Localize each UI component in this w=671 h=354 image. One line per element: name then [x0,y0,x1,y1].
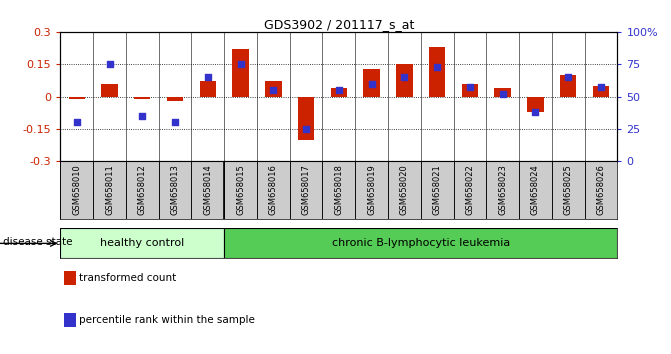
Text: chronic B-lymphocytic leukemia: chronic B-lymphocytic leukemia [331,238,510,249]
Bar [224,228,617,258]
Text: GSM658012: GSM658012 [138,164,147,215]
Bar [355,161,388,219]
Bar [519,161,552,219]
Text: GSM658016: GSM658016 [269,164,278,215]
Text: healthy control: healthy control [100,238,185,249]
Bar [60,228,224,258]
Bar [298,97,314,140]
Point [268,87,278,93]
Bar [232,49,249,97]
Text: GSM658020: GSM658020 [400,164,409,215]
Point [203,74,213,80]
Bar [68,97,85,99]
Bar [495,88,511,97]
Text: GSM658015: GSM658015 [236,164,245,215]
Text: percentile rank within the sample: percentile rank within the sample [79,315,255,325]
Text: GSM658024: GSM658024 [531,164,540,215]
Text: GSM658021: GSM658021 [433,164,442,215]
Bar [200,81,216,97]
Bar [364,69,380,97]
Bar [93,161,126,219]
Bar [462,84,478,97]
Point [563,74,574,80]
Point [137,113,148,119]
Bar [101,84,117,97]
Bar [191,161,224,219]
Bar [167,97,183,101]
Point [71,120,82,125]
Point [366,81,377,86]
Bar [421,161,454,219]
Bar [429,47,446,97]
Text: GSM658010: GSM658010 [72,164,81,215]
Bar [60,161,93,219]
Bar [396,64,413,97]
Text: GSM658018: GSM658018 [334,164,344,215]
Text: GSM658019: GSM658019 [367,164,376,215]
Bar [486,161,519,219]
Bar [265,81,282,97]
Bar [224,161,257,219]
Point [170,120,180,125]
Point [464,85,475,90]
Bar [454,161,486,219]
Bar [552,161,584,219]
Bar [323,161,355,219]
Bar [126,161,158,219]
Text: GSM658013: GSM658013 [170,164,180,215]
Bar [158,161,191,219]
Bar [134,97,150,99]
Bar [560,75,576,97]
Point [333,87,344,93]
Point [104,61,115,67]
Text: GSM658026: GSM658026 [597,164,605,215]
Bar [257,161,290,219]
Text: disease state: disease state [3,238,73,247]
Point [431,64,442,70]
Text: GSM658017: GSM658017 [301,164,311,215]
Text: transformed count: transformed count [79,273,176,283]
Point [530,109,541,115]
Bar [290,161,323,219]
Bar [592,86,609,97]
Bar [584,161,617,219]
Point [236,61,246,67]
Bar [331,88,347,97]
Text: GSM658014: GSM658014 [203,164,212,215]
Title: GDS3902 / 201117_s_at: GDS3902 / 201117_s_at [264,18,414,31]
Text: GSM658025: GSM658025 [564,164,572,215]
Text: GSM658023: GSM658023 [498,164,507,215]
Point [497,91,508,97]
Text: GSM658011: GSM658011 [105,164,114,215]
Text: GSM658022: GSM658022 [466,164,474,215]
Point [399,74,410,80]
Bar [527,97,544,112]
Bar [388,161,421,219]
Point [301,126,311,132]
Point [596,85,607,90]
